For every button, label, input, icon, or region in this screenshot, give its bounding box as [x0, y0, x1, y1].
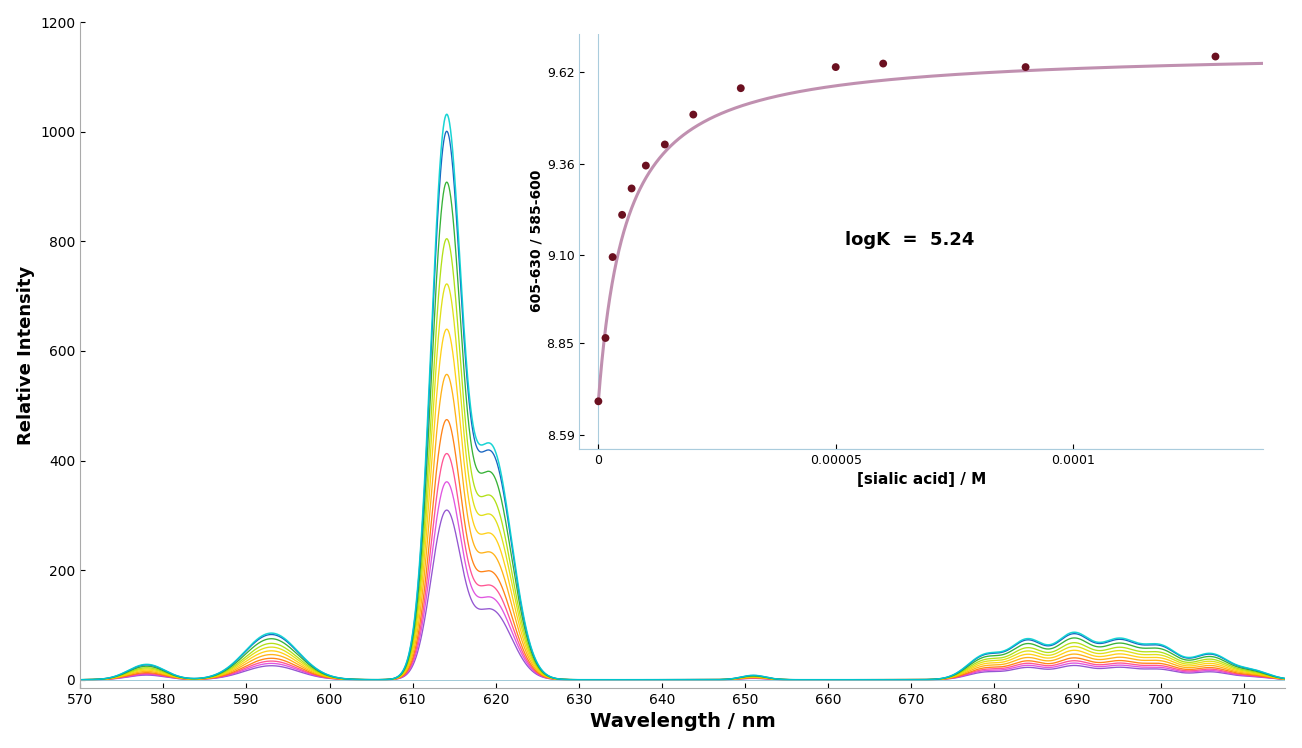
- Y-axis label: 605-630 / 585-600: 605-630 / 585-600: [530, 170, 544, 313]
- Point: [612, 209, 633, 221]
- Point: [589, 396, 609, 408]
- Y-axis label: Relative Intensity: Relative Intensity: [17, 266, 35, 444]
- X-axis label: Wavelength / nm: Wavelength / nm: [590, 712, 776, 732]
- Point: [730, 82, 751, 94]
- Point: [825, 61, 846, 73]
- Text: logK  =  5.24: logK = 5.24: [845, 230, 975, 249]
- Point: [621, 183, 642, 194]
- Point: [635, 159, 656, 171]
- Point: [682, 108, 703, 120]
- X-axis label: [sialic acid] / M: [sialic acid] / M: [857, 472, 986, 487]
- Point: [872, 58, 893, 70]
- Point: [1206, 51, 1226, 63]
- Point: [595, 332, 616, 344]
- Point: [603, 251, 624, 263]
- Point: [655, 138, 676, 150]
- Point: [1016, 61, 1036, 73]
